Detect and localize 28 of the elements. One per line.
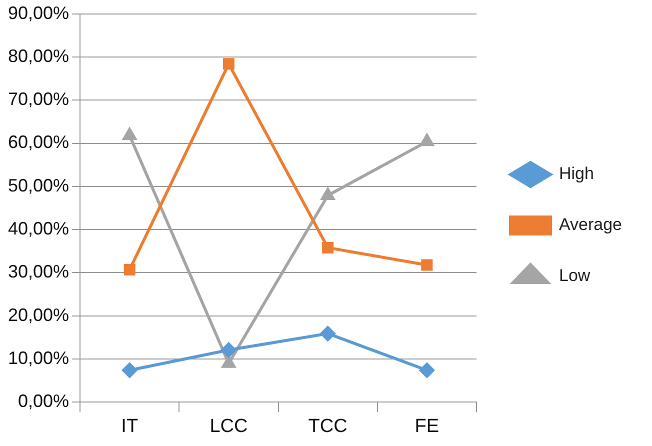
y-tick-label: 90,00% (8, 2, 70, 23)
point (320, 326, 336, 342)
y-tick-label: 50,00% (8, 175, 70, 196)
legend-label: Low (558, 266, 591, 286)
legend-label: Average (558, 215, 622, 234)
legend-label: High (558, 164, 594, 184)
point (122, 128, 136, 140)
x-tick-label: TCC (308, 416, 348, 437)
point (322, 242, 334, 254)
y-tick-label: 0,00% (18, 391, 70, 412)
point (419, 362, 434, 378)
point (124, 264, 136, 276)
x-tick-label: FE (414, 416, 440, 437)
point (420, 134, 434, 146)
point (221, 342, 236, 358)
point (321, 188, 335, 200)
x-tick-label: IT (121, 416, 138, 437)
y-tick-label: 70,00% (8, 89, 70, 110)
y-tick-label: 80,00% (8, 46, 70, 66)
x-tick-label: LCC (210, 416, 248, 437)
y-tick-label: 10,00% (8, 348, 70, 368)
y-tick-label: 60,00% (8, 132, 70, 152)
point (122, 362, 138, 378)
point (421, 259, 433, 271)
y-tick-label: 30,00% (8, 262, 70, 282)
point (222, 58, 234, 70)
y-tick-label: 20,00% (8, 304, 70, 325)
y-tick-label: 40,00% (8, 218, 70, 239)
